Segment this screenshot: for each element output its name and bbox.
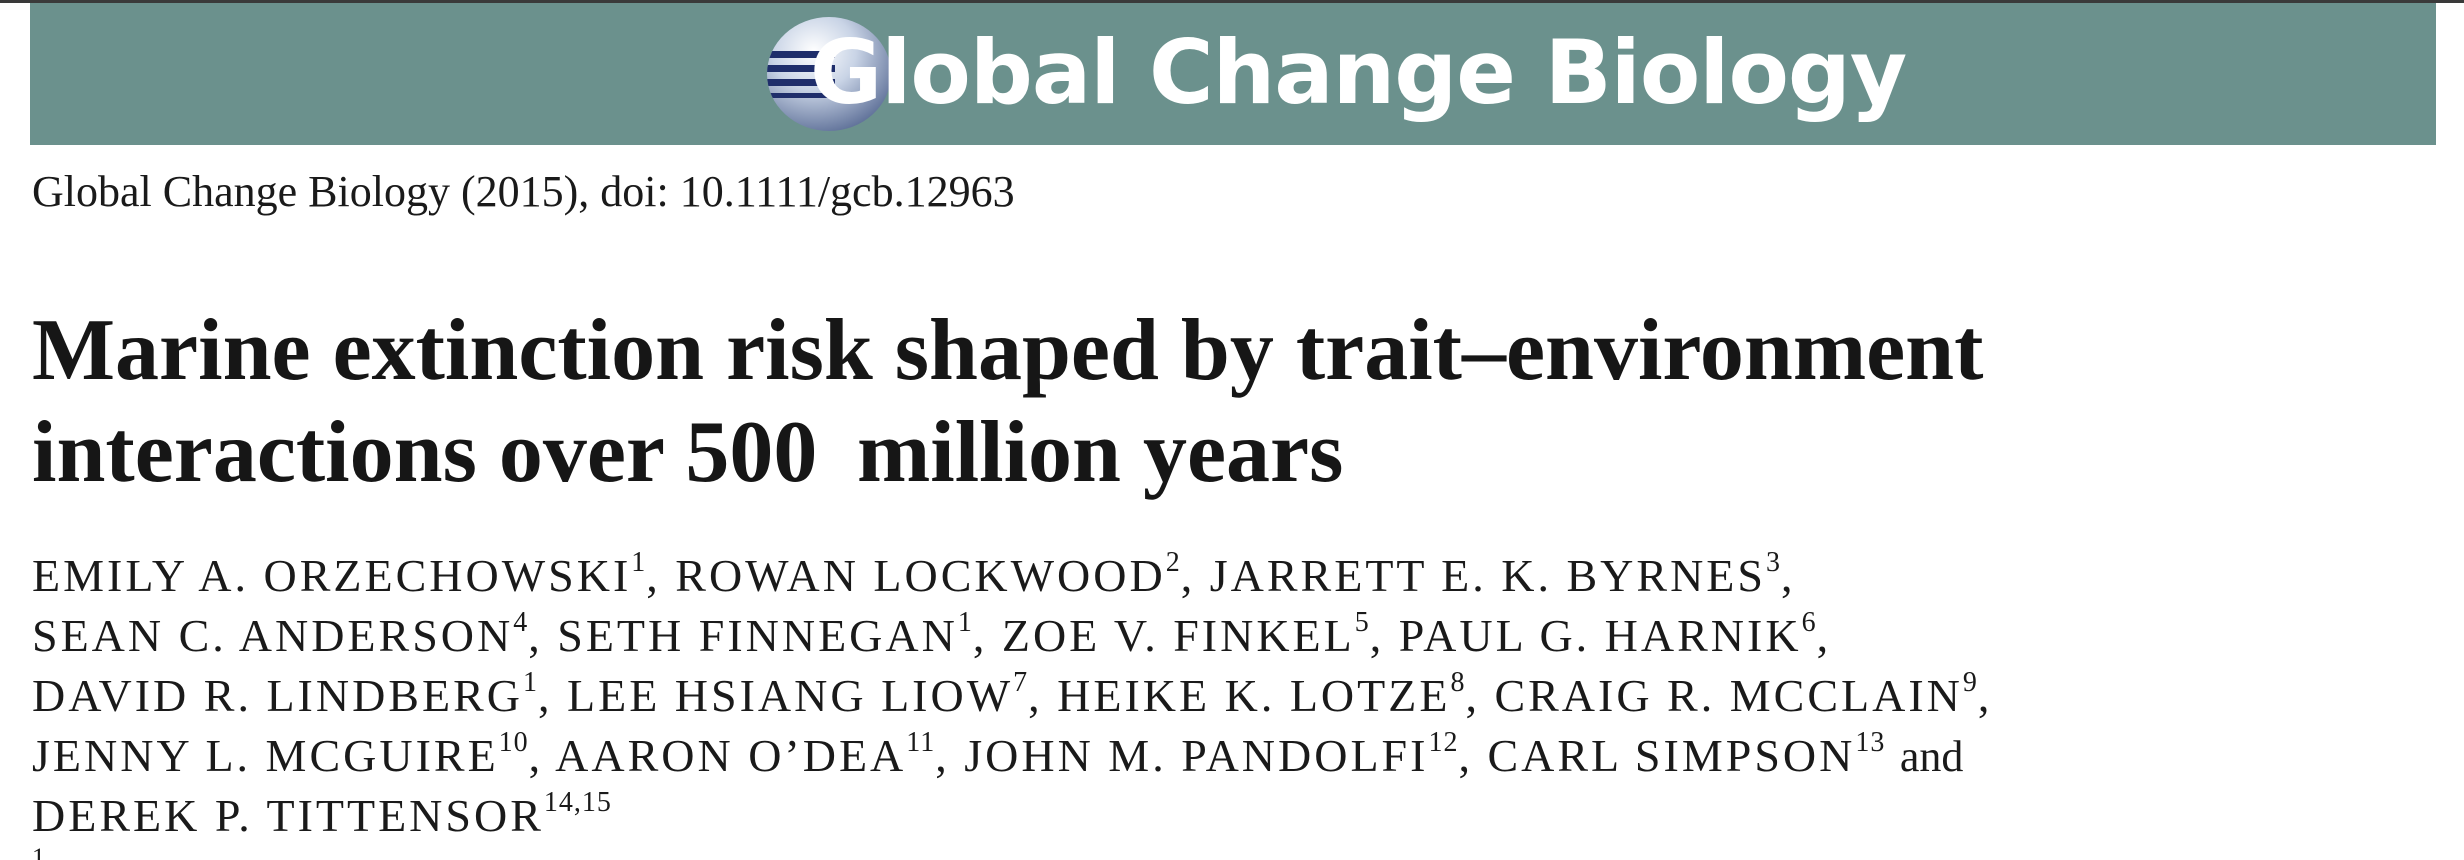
author: EMILY A. ORZECHOWSKI1 — [32, 547, 647, 601]
author: JENNY L. MCGUIRE10 — [32, 727, 529, 781]
journal-name: Global Change Biology — [810, 21, 1907, 124]
article-title-line-2: interactions over 500 million years — [32, 404, 1344, 501]
author: ZOE V. FINKEL5 — [1001, 607, 1370, 661]
author: CRAIG R. MCCLAIN9 — [1494, 667, 1978, 721]
author: HEIKE K. LOTZE8 — [1057, 667, 1466, 721]
affiliation-footnote-mark: 1 — [32, 843, 45, 860]
author: ROWAN LOCKWOOD2 — [675, 547, 1181, 601]
journal-banner: Global Change Biology — [30, 3, 2436, 145]
author: DAVID R. LINDBERG1 — [32, 667, 538, 721]
author-line-1: EMILY A. ORZECHOWSKI1, ROWAN LOCKWOOD2, … — [32, 547, 1796, 601]
author-line-3: DAVID R. LINDBERG1, LEE HSIANG LIOW7, HE… — [32, 667, 1993, 721]
article-title: Marine extinction risk shaped by trait–e… — [32, 300, 2412, 504]
author: SETH FINNEGAN1 — [557, 607, 973, 661]
author: SEAN C. ANDERSON4 — [32, 607, 529, 661]
author: AARON O’DEA11 — [555, 727, 936, 781]
author: CARL SIMPSON13 — [1487, 727, 1886, 781]
author-list: EMILY A. ORZECHOWSKI1, ROWAN LOCKWOOD2, … — [32, 546, 2432, 846]
author: PAUL G. HARNIK6 — [1398, 607, 1817, 661]
citation-doi: Global Change Biology (2015), doi: 10.11… — [32, 167, 1015, 216]
author: LEE HSIANG LIOW7 — [567, 667, 1029, 721]
author: JOHN M. PANDOLFI12 — [964, 727, 1459, 781]
globe-logo-icon — [767, 17, 891, 131]
author-line-2: SEAN C. ANDERSON4, SETH FINNEGAN1, ZOE V… — [32, 607, 1832, 661]
top-rule — [0, 0, 2464, 3]
article-title-line-1: Marine extinction risk shaped by trait–e… — [32, 302, 1984, 399]
author-line-4: JENNY L. MCGUIRE10, AARON O’DEA11, JOHN … — [32, 727, 1964, 781]
author-line-5: DEREK P. TITTENSOR14,15 — [32, 786, 2432, 846]
author: JARRETT E. K. BYRNES3 — [1209, 547, 1781, 601]
author-conjunction: and — [1899, 732, 1964, 781]
author: DEREK P. TITTENSOR14,15 — [32, 787, 612, 841]
